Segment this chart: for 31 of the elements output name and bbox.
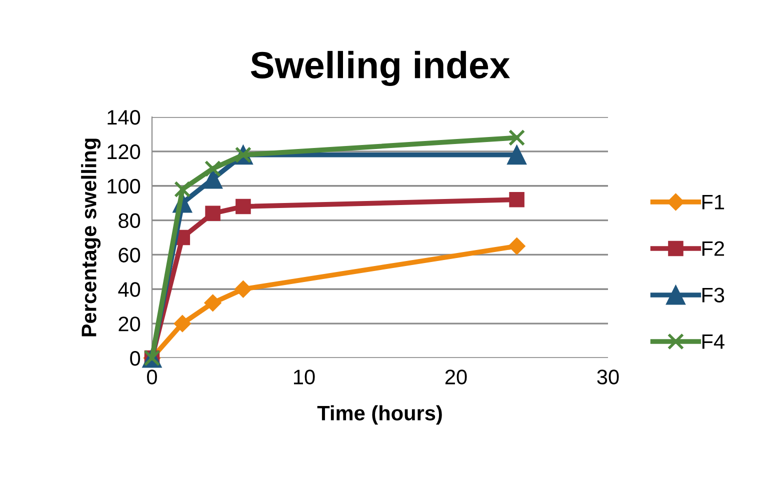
- point: [174, 180, 191, 198]
- chart-title: Swelling index: [250, 50, 510, 86]
- legend-label: F4: [702, 334, 724, 349]
- legend-label: F2: [702, 241, 724, 256]
- point: [236, 198, 251, 214]
- point: [203, 169, 223, 189]
- point: [204, 294, 222, 312]
- x-tick-label: 0: [147, 370, 157, 384]
- point: [174, 315, 191, 332]
- y-tick-label: 60: [118, 248, 140, 262]
- point: [234, 280, 252, 298]
- point: [507, 145, 527, 165]
- x-tick-label: 20: [445, 370, 467, 384]
- point: [509, 192, 524, 208]
- x-axis-title: Time (hours): [317, 405, 442, 425]
- point: [205, 206, 220, 222]
- y-tick-label: 80: [118, 213, 140, 228]
- y-tick-label: 20: [118, 316, 140, 332]
- x-tick-label: 10: [294, 370, 315, 384]
- y-axis-title: Percentage swelling: [81, 138, 101, 336]
- y-tick-label: 140: [108, 110, 140, 125]
- legend-label: F1: [702, 194, 724, 210]
- y-tick-label: 100: [108, 178, 140, 194]
- legend-label: F3: [702, 288, 724, 302]
- point: [508, 238, 526, 255]
- point: [508, 129, 526, 146]
- y-tick-label: 120: [108, 144, 140, 160]
- y-tick-label: 0: [130, 351, 140, 366]
- x-tick-label: 30: [597, 370, 619, 384]
- y-tick-label: 40: [118, 282, 140, 297]
- point: [204, 160, 222, 177]
